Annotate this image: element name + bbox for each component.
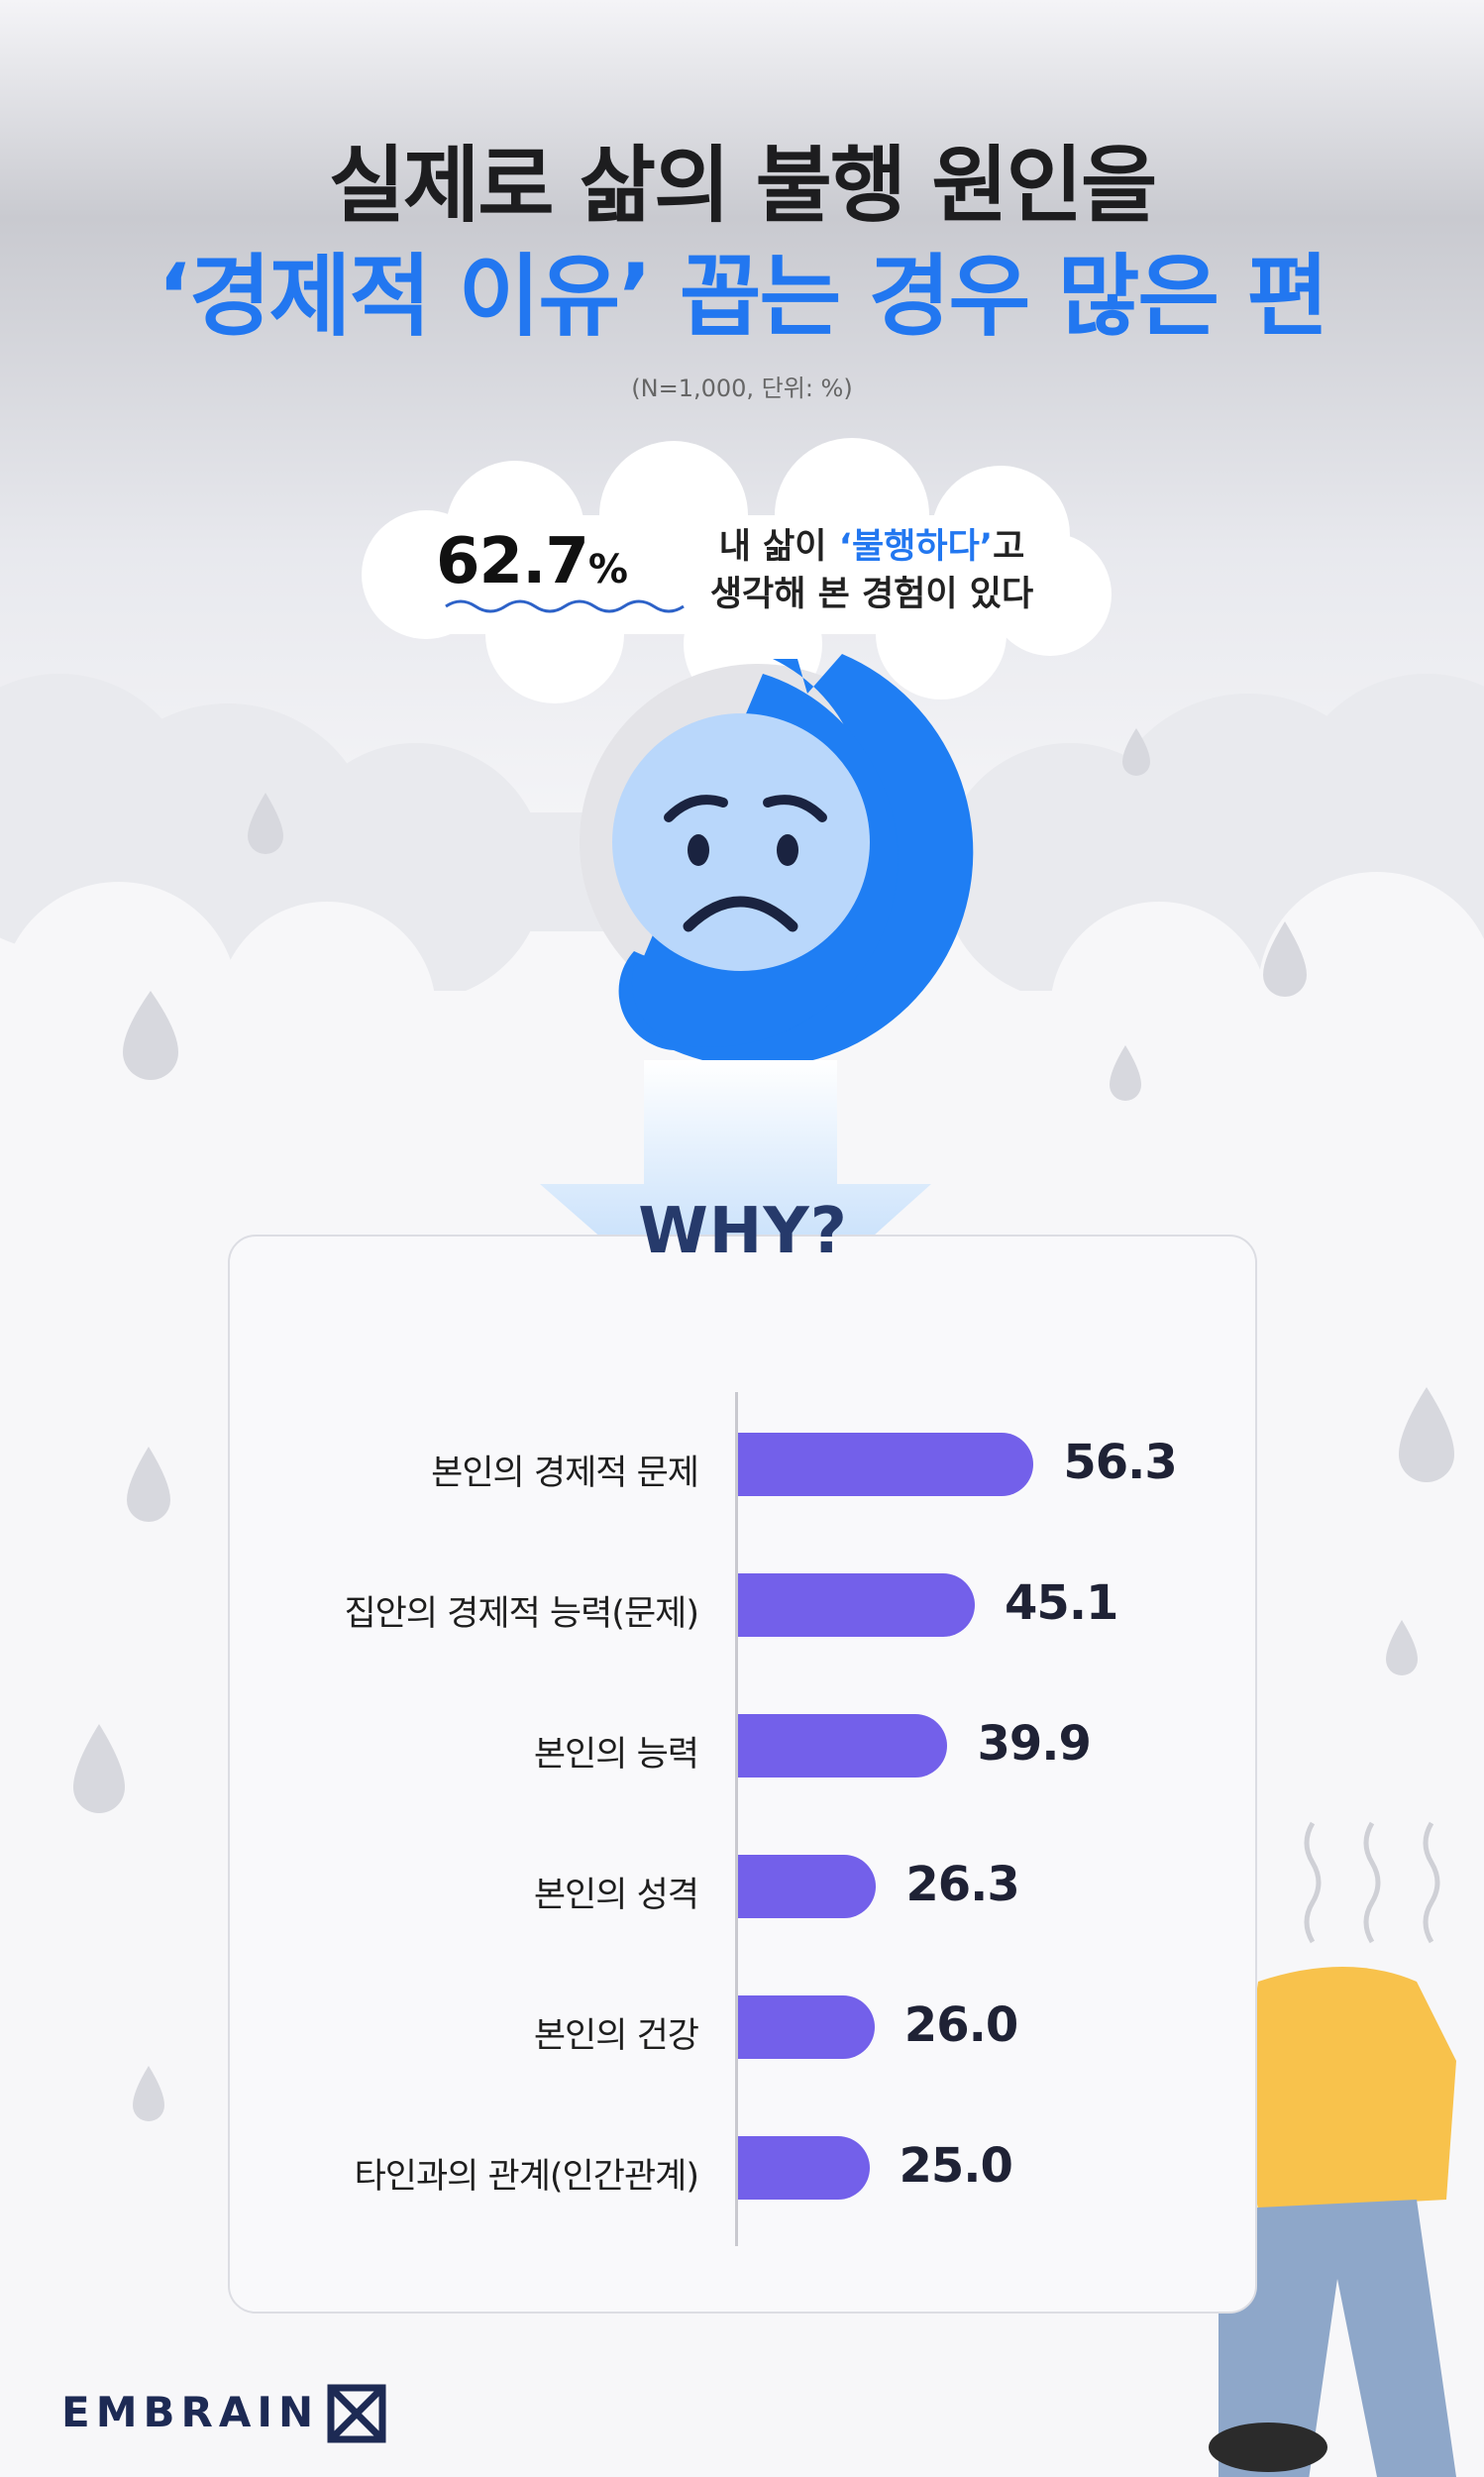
bar-value-label: 26.0 bbox=[903, 1997, 1018, 2053]
bar-value-label: 45.1 bbox=[1005, 1575, 1118, 1631]
raindrop-icon bbox=[248, 793, 283, 854]
sad-face-icon bbox=[580, 654, 974, 1068]
bar-category-label: 본인의 건강 bbox=[533, 2016, 699, 2056]
bubble-percent-value: 62.7 bbox=[436, 525, 589, 598]
raindrop-icon bbox=[73, 1724, 125, 1813]
bubble-text-post: 고 bbox=[993, 527, 1025, 567]
bar bbox=[738, 1995, 875, 2059]
bubble-text-line-1: 내 삶이 ‘불행하다’고 bbox=[674, 523, 1070, 571]
bar-category-label: 본인의 성격 bbox=[533, 1876, 699, 1915]
bubble-percent-sign: % bbox=[587, 547, 628, 592]
bar bbox=[738, 2136, 870, 2200]
raindrop-icon bbox=[133, 2066, 164, 2121]
sample-note: (N=1,000, 단위: %) bbox=[631, 375, 853, 402]
raindrop-icon bbox=[1110, 1045, 1141, 1101]
chart-axis bbox=[735, 1392, 738, 2246]
title-line-2: ‘경제적 이유’ 꼽는 경우 많은 편 bbox=[157, 245, 1329, 349]
speech-bubble bbox=[362, 438, 1112, 713]
raindrop-icon bbox=[123, 991, 178, 1080]
down-arrow-icon bbox=[540, 1060, 931, 1357]
bar bbox=[738, 1573, 976, 1637]
bar-value-label: 25.0 bbox=[899, 2138, 1013, 2194]
bar-category-label: 본인의 경제적 문제 bbox=[431, 1454, 699, 1493]
bar-value-label: 56.3 bbox=[1063, 1435, 1177, 1490]
raindrop-icon bbox=[1386, 1620, 1418, 1675]
title-line-1: 실제로 삶의 불행 원인을 bbox=[328, 137, 1158, 234]
bubble-text-highlight: ‘불행하다’ bbox=[838, 527, 994, 567]
bar-category-label: 타인과의 관계(인간관계) bbox=[354, 2157, 699, 2197]
why-label: WHY? bbox=[638, 1195, 848, 1268]
bubble-text: 내 삶이 ‘불행하다’고 생각해 본 경험이 있다 bbox=[674, 523, 1070, 618]
bubble-text-pre: 내 삶이 bbox=[718, 527, 839, 567]
bar-value-label: 26.3 bbox=[905, 1857, 1019, 1912]
raindrop-icon bbox=[1399, 1387, 1454, 1482]
bar-category-label: 본인의 능력 bbox=[533, 1735, 699, 1775]
brand-name: EMBRAIN bbox=[61, 2388, 320, 2436]
wave-underline bbox=[445, 599, 685, 613]
bar bbox=[738, 1855, 877, 1918]
bubble-text-line-2: 생각해 본 경험이 있다 bbox=[709, 575, 1034, 614]
raindrop-icon bbox=[1122, 728, 1150, 776]
raindrop-icon bbox=[1263, 921, 1307, 997]
bar-category-label: 집안의 경제적 능력(문제) bbox=[344, 1594, 699, 1634]
raindrop-icon bbox=[127, 1447, 170, 1522]
embrain-logo-icon bbox=[327, 2384, 386, 2443]
bubble-percent: 62.7% bbox=[436, 525, 628, 598]
bar-value-label: 39.9 bbox=[977, 1716, 1091, 1772]
bar bbox=[738, 1714, 948, 1777]
bar bbox=[738, 1433, 1034, 1496]
